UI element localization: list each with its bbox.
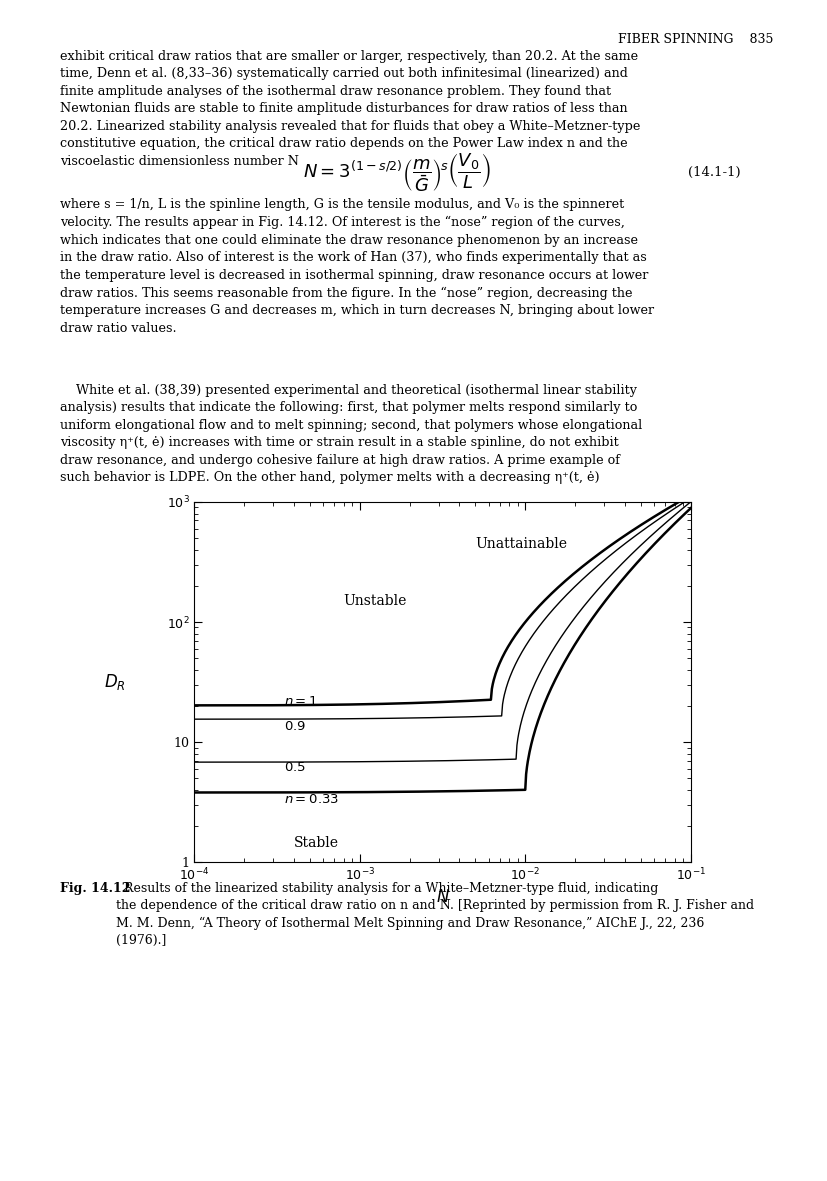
Text: $0.5$: $0.5$ bbox=[284, 762, 306, 775]
Text: Fig. 14.12: Fig. 14.12 bbox=[60, 882, 130, 895]
Text: Unstable: Unstable bbox=[344, 594, 407, 608]
Text: $N = 3^{(1-s/2)}\left(\dfrac{m}{\bar{G}}\right)^{\!s}\left(\dfrac{V_0}{L}\right): $N = 3^{(1-s/2)}\left(\dfrac{m}{\bar{G}}… bbox=[303, 151, 491, 194]
Text: where s = 1/n, L is the spinline length, G is the tensile modulus, and V₀ is the: where s = 1/n, L is the spinline length,… bbox=[60, 198, 653, 334]
Text: $n=0.33$: $n=0.33$ bbox=[284, 794, 339, 807]
Text: exhibit critical draw ratios that are smaller or larger, respectively, than 20.2: exhibit critical draw ratios that are sm… bbox=[60, 50, 640, 168]
Text: $0.9$: $0.9$ bbox=[284, 720, 307, 733]
X-axis label: $N$: $N$ bbox=[436, 889, 449, 906]
Text: White et al. (38,39) presented experimental and theoretical (isothermal linear s: White et al. (38,39) presented experimen… bbox=[60, 384, 642, 484]
Text: $n=1$: $n=1$ bbox=[284, 694, 318, 707]
Text: Results of the linearized stability analysis for a White–Metzner-type fluid, ind: Results of the linearized stability anal… bbox=[116, 882, 753, 946]
Text: (14.1-1): (14.1-1) bbox=[687, 165, 740, 180]
Text: FIBER SPINNING    835: FIBER SPINNING 835 bbox=[618, 33, 773, 46]
Text: Stable: Stable bbox=[294, 836, 339, 850]
Text: Unattainable: Unattainable bbox=[476, 536, 567, 550]
Text: $D_R$: $D_R$ bbox=[104, 672, 126, 692]
